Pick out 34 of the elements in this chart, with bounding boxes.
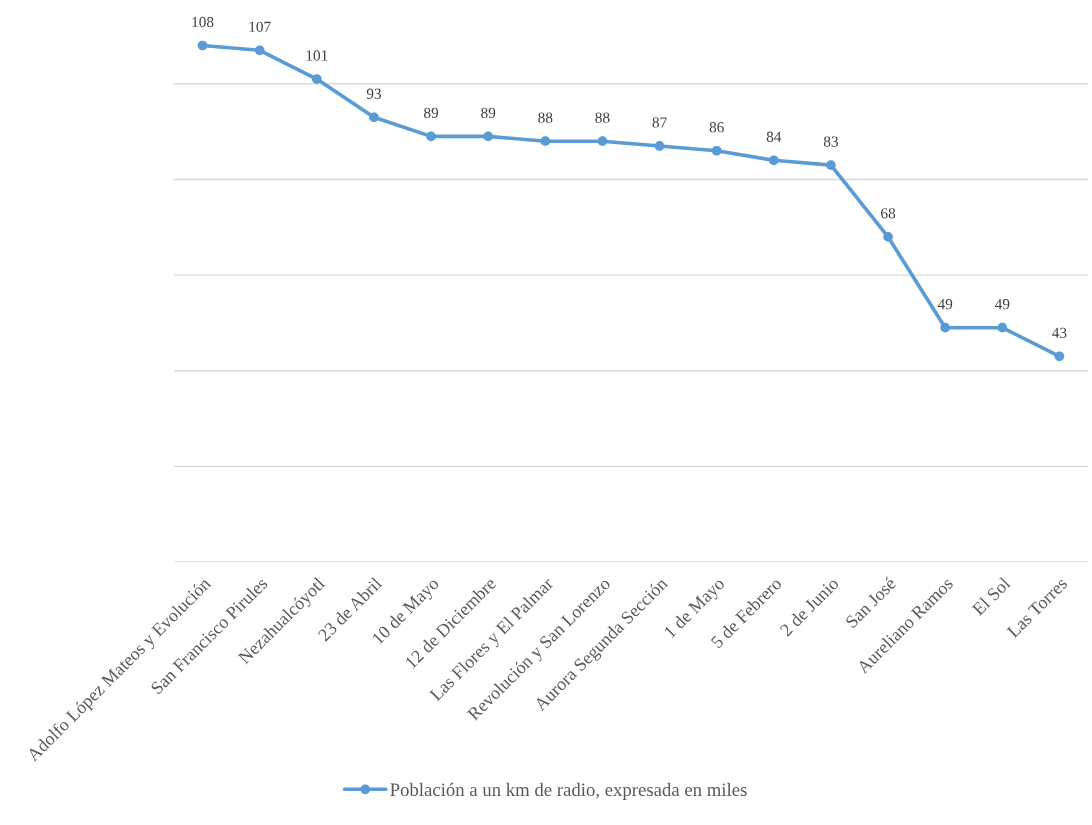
data-label: 108 bbox=[192, 16, 214, 28]
data-label: 89 bbox=[481, 107, 496, 119]
data-label: 43 bbox=[1052, 327, 1067, 338]
data-label: 93 bbox=[366, 88, 381, 99]
point bbox=[883, 231, 893, 242]
legend-label: Población a un km de radio, expresada en miles bbox=[390, 782, 747, 800]
point bbox=[483, 131, 494, 142]
data-label: 87 bbox=[652, 117, 667, 128]
data-label: 68 bbox=[881, 208, 896, 219]
data-label: 83 bbox=[823, 136, 838, 147]
point bbox=[711, 145, 722, 156]
data-label: 88 bbox=[538, 112, 553, 123]
point bbox=[1054, 351, 1065, 362]
data-label: 88 bbox=[595, 112, 610, 123]
data-label: 86 bbox=[709, 122, 724, 133]
point bbox=[540, 136, 551, 147]
point bbox=[940, 322, 951, 333]
point bbox=[654, 141, 665, 151]
point bbox=[254, 45, 265, 56]
point bbox=[826, 160, 836, 170]
point bbox=[597, 136, 608, 147]
point bbox=[426, 131, 436, 142]
data-label: 101 bbox=[306, 50, 328, 61]
data-label: 107 bbox=[249, 21, 271, 32]
point bbox=[197, 40, 208, 51]
data-label: 49 bbox=[937, 299, 953, 310]
point bbox=[997, 322, 1008, 333]
point bbox=[311, 74, 322, 84]
x-tick-label: El Sol bbox=[971, 576, 1012, 617]
point bbox=[768, 155, 779, 166]
data-label: 89 bbox=[424, 107, 439, 119]
data-label: 84 bbox=[766, 131, 782, 142]
point bbox=[369, 112, 379, 123]
data-label: 49 bbox=[994, 299, 1010, 310]
